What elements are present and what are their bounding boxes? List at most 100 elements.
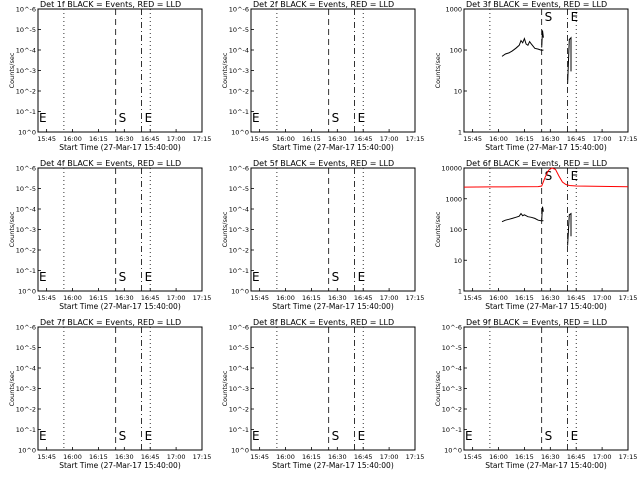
y-tick-label: 10 — [454, 257, 462, 265]
y-axis-label: Counts/sec — [434, 211, 442, 247]
x-tick-label: 16:15 — [302, 294, 321, 302]
y-tick-label: 10^-4 — [229, 365, 249, 373]
x-tick-label: 17:00 — [167, 135, 186, 143]
y-tick-label: 10^-6 — [16, 6, 36, 14]
y-tick-label: 10^-3 — [229, 226, 249, 234]
y-axis-label: Counts/sec — [434, 370, 442, 406]
y-tick-label: 10^-4 — [229, 47, 249, 55]
marker-end: E — [358, 270, 366, 284]
x-tick-label: 16:00 — [63, 135, 82, 143]
x-tick-label: 15:45 — [250, 135, 269, 143]
x-tick-label: 16:45 — [567, 453, 586, 461]
x-tick-label: 17:15 — [193, 453, 212, 461]
y-tick-label: 10^-6 — [16, 324, 36, 332]
x-tick-label: 16:45 — [354, 453, 373, 461]
y-tick-label: 10^-5 — [16, 344, 36, 352]
detector-panel: Det 6f BLACK = Events, RED = LLD 15:45 16:… — [434, 159, 637, 311]
x-tick-label: 16:45 — [141, 135, 160, 143]
x-tick-label: 16:15 — [89, 453, 108, 461]
detector-panel: Det 2f BLACK = Events, RED = LLD 15:45 16:… — [221, 0, 424, 152]
x-tick-label: 16:00 — [489, 135, 508, 143]
y-tick-label: 10^0 — [444, 447, 462, 455]
y-axis-label: Counts/sec — [221, 370, 229, 406]
x-tick-label: 16:30 — [115, 135, 134, 143]
detector-panel: Det 5f BLACK = Events, RED = LLD 15:45 16:… — [221, 159, 424, 311]
y-tick-label: 1 — [458, 288, 462, 296]
y-tick-label: 10^-1 — [16, 108, 36, 116]
x-tick-label: 17:15 — [406, 453, 425, 461]
marker-end: E — [145, 270, 153, 284]
x-tick-label: 17:00 — [380, 135, 399, 143]
y-tick-label: 10 — [454, 88, 462, 96]
y-tick-label: 10^-3 — [16, 226, 36, 234]
y-tick-label: 10^-2 — [16, 406, 36, 414]
marker-end: E — [39, 270, 47, 284]
detector-panel: Det 1f BLACK = Events, RED = LLD 15:45 16:… — [8, 0, 211, 152]
y-tick-label: 10^-3 — [442, 385, 462, 393]
x-tick-label: 16:15 — [302, 453, 321, 461]
x-tick-label: 17:15 — [406, 135, 425, 143]
y-tick-label: 10^-4 — [16, 47, 36, 55]
detector-panel: Det 8f BLACK = Events, RED = LLD 15:45 16:… — [221, 318, 424, 470]
x-tick-label: 16:15 — [302, 135, 321, 143]
x-axis-label: Start Time (27-Mar-17 15:40:00) — [272, 302, 394, 311]
x-tick-label: 16:30 — [541, 294, 560, 302]
marker-end: E — [571, 10, 579, 24]
y-tick-label: 10^0 — [231, 447, 249, 455]
x-tick-label: 17:00 — [593, 135, 612, 143]
marker-end: E — [252, 270, 260, 284]
x-tick-label: 16:30 — [115, 294, 134, 302]
y-tick-label: 10^-5 — [229, 344, 249, 352]
events-series-line — [501, 212, 544, 223]
x-tick-label: 16:45 — [354, 294, 373, 302]
y-tick-label: 10^-5 — [229, 185, 249, 193]
marker-start: S — [119, 270, 127, 284]
y-axis-label: Counts/sec — [434, 52, 442, 88]
y-axis-label: Counts/sec — [8, 370, 16, 406]
x-tick-label: 16:30 — [328, 453, 347, 461]
events-series-line — [501, 37, 544, 57]
panel-title: Det 9f BLACK = Events, RED = LLD — [466, 318, 607, 327]
y-tick-label: 1 — [458, 129, 462, 137]
panel-title: Det 6f BLACK = Events, RED = LLD — [466, 159, 607, 168]
x-tick-label: 16:45 — [567, 135, 586, 143]
x-tick-label: 16:15 — [89, 135, 108, 143]
detector-panel: Det 7f BLACK = Events, RED = LLD 15:45 16:… — [8, 318, 211, 470]
x-tick-label: 16:30 — [541, 135, 560, 143]
x-tick-label: 16:00 — [276, 135, 295, 143]
y-tick-label: 10^-6 — [442, 324, 462, 332]
x-axis-label: Start Time (27-Mar-17 15:40:00) — [59, 461, 181, 470]
y-tick-label: 10^-4 — [16, 206, 36, 214]
x-tick-label: 15:45 — [37, 453, 56, 461]
y-tick-label: 10^-2 — [16, 88, 36, 96]
y-tick-label: 100 — [450, 47, 462, 55]
x-tick-label: 16:30 — [115, 453, 134, 461]
y-tick-label: 1000 — [445, 195, 462, 203]
y-tick-label: 10^-6 — [229, 165, 249, 173]
y-tick-label: 10000 — [441, 165, 462, 173]
marker-start: S — [545, 429, 553, 443]
x-axis-label: Start Time (27-Mar-17 15:40:00) — [272, 143, 394, 152]
y-axis-label: Counts/sec — [221, 211, 229, 247]
x-tick-label: 17:15 — [193, 294, 212, 302]
x-tick-label: 17:00 — [380, 294, 399, 302]
events-series-line — [541, 30, 544, 48]
x-tick-label: 16:00 — [489, 294, 508, 302]
x-tick-label: 16:15 — [515, 294, 534, 302]
y-tick-label: 100 — [450, 226, 462, 234]
y-tick-label: 10^-1 — [229, 426, 249, 434]
y-axis-label: Counts/sec — [8, 52, 16, 88]
marker-end: E — [145, 111, 153, 125]
x-tick-label: 16:00 — [489, 453, 508, 461]
y-tick-label: 10^0 — [18, 129, 36, 137]
x-tick-label: 17:00 — [593, 453, 612, 461]
x-tick-label: 16:15 — [89, 294, 108, 302]
x-axis-label: Start Time (27-Mar-17 15:40:00) — [485, 302, 607, 311]
panel-title: Det 3f BLACK = Events, RED = LLD — [466, 0, 607, 9]
x-tick-label: 17:15 — [619, 453, 638, 461]
x-tick-label: 15:45 — [463, 135, 482, 143]
y-tick-label: 10^-1 — [442, 426, 462, 434]
x-tick-label: 16:30 — [328, 135, 347, 143]
panel-title: Det 1f BLACK = Events, RED = LLD — [40, 0, 181, 9]
y-tick-label: 10^-4 — [229, 206, 249, 214]
